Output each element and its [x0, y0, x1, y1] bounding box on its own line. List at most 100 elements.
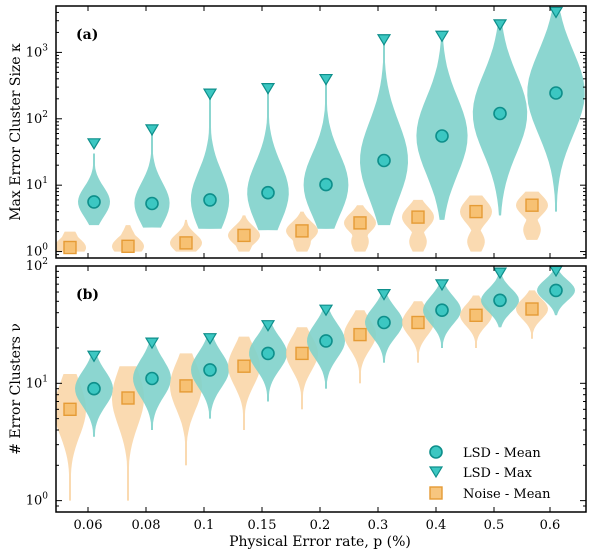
noise-mean-marker — [295, 346, 309, 361]
lsd-max-marker — [260, 320, 276, 332]
x-tick-label: 0.15 — [248, 518, 277, 533]
lsd-mean-marker — [203, 363, 217, 377]
lsd-violin — [360, 38, 408, 226]
lsd-mean-marker — [549, 86, 563, 100]
y-tick-label: 102 — [26, 257, 48, 274]
lsd-violin — [133, 340, 171, 430]
lsd-max-marker — [86, 138, 102, 150]
legend-label: Noise - Mean — [463, 487, 551, 502]
lsd-mean-marker — [145, 371, 159, 386]
noise-violin — [112, 366, 144, 501]
lsd-max-marker — [434, 30, 450, 43]
legend-marker-lsd-max — [428, 466, 444, 479]
panel-label: (a) — [76, 27, 98, 43]
noise-violin — [516, 191, 548, 240]
lsd-max-marker — [144, 337, 160, 350]
x-tick-label: 0.5 — [484, 518, 505, 533]
lsd-max-marker — [144, 124, 160, 137]
legend-label: LSD - Max — [463, 466, 533, 481]
lsd-max-marker — [548, 6, 564, 19]
noise-mean-marker — [179, 236, 193, 250]
lsd-mean-marker — [203, 193, 217, 207]
noise-mean-marker — [411, 315, 425, 330]
noise-mean-marker — [237, 228, 251, 243]
noise-mean-marker — [237, 359, 251, 373]
x-tick-label: 0.3 — [368, 518, 389, 533]
noise-mean-marker — [121, 391, 135, 405]
noise-mean-marker — [353, 327, 367, 342]
y-tick-label: 103 — [26, 43, 49, 60]
noise-mean-marker — [525, 198, 539, 212]
lsd-violin — [78, 153, 110, 226]
lsd-mean-marker — [377, 153, 391, 168]
lsd-mean-marker — [87, 195, 101, 209]
noise-violin — [112, 225, 144, 252]
panel-b: 100 101 102 0.06 0.08 0.1 0.15 0.2 0.3 0.4 0.5 0.6 (… — [8, 257, 587, 533]
lsd-mean-marker — [261, 185, 275, 200]
lsd-violin — [190, 93, 230, 229]
lsd-violin — [249, 322, 287, 402]
lsd-max-marker — [202, 88, 218, 101]
y-axis-label: Max Error Cluster Size κ — [8, 43, 24, 221]
x-axis-label: Physical Error rate, p (%) — [229, 534, 411, 550]
noise-mean-marker — [353, 216, 367, 230]
violins — [56, 12, 585, 252]
y-tick-label: 100 — [26, 243, 49, 260]
x-tick-label: 0.1 — [194, 518, 215, 533]
lsd-mean-marker — [493, 106, 507, 121]
lsd-max-marker — [434, 279, 450, 292]
y-tick-label: 102 — [26, 110, 48, 127]
lsd-mean-marker — [493, 293, 507, 308]
y-axis-label: # Error Clusters ν — [8, 323, 24, 455]
lsd-max-marker — [318, 73, 334, 86]
lsd-max-marker — [492, 19, 508, 32]
lsd-mean-marker — [87, 381, 101, 396]
noise-mean-marker — [525, 302, 539, 316]
lsd-violin — [307, 307, 345, 389]
legend-marker-noise-mean — [429, 486, 443, 500]
noise-mean-marker — [411, 210, 425, 224]
noise-mean-marker — [469, 204, 483, 219]
lsd-violin — [416, 35, 468, 220]
lsd-max-marker — [202, 333, 218, 345]
x-tick-label: 0.6 — [540, 518, 561, 533]
lsd-max-marker — [376, 289, 392, 301]
lsd-mean-marker — [549, 283, 563, 298]
lsd-max-marker — [260, 82, 276, 95]
lsd-violin — [303, 78, 349, 229]
lsd-mean-marker — [319, 334, 333, 348]
noise-violin — [460, 195, 492, 252]
x-tick-label: 0.2 — [310, 518, 331, 533]
noise-mean-marker — [295, 224, 309, 238]
panel-a: 100 101 102 103 (a) Max Error Cluster Size κ — [8, 5, 587, 260]
lsd-max-marker — [492, 267, 508, 280]
noise-mean-marker — [121, 239, 135, 254]
lsd-mean-marker — [435, 303, 449, 318]
x-tick-label: 0.06 — [74, 518, 103, 533]
lsd-max-marker — [318, 304, 334, 317]
lsd-mean-marker — [261, 346, 275, 361]
legend: LSD - Mean LSD - Max Noise - Mean — [428, 445, 551, 502]
noise-violin — [170, 353, 202, 466]
legend-marker-lsd-mean — [429, 445, 443, 459]
noise-mean-marker — [469, 308, 483, 322]
noise-mean-marker — [63, 402, 77, 416]
lsd-mean-marker — [435, 129, 449, 143]
noise-violin — [170, 219, 202, 252]
lsd-mean-marker — [377, 315, 391, 330]
plot-frame — [55, 5, 587, 259]
y-tick-label: 101 — [26, 176, 48, 193]
x-tick-label: 0.08 — [132, 518, 161, 533]
lsd-mean-marker — [319, 177, 333, 192]
panel-label: (b) — [76, 287, 99, 303]
x-tick-label: 0.4 — [426, 518, 447, 533]
legend-label: LSD - Mean — [463, 446, 541, 461]
lsd-mean-marker — [145, 196, 159, 211]
lsd-max-marker — [376, 34, 392, 46]
lsd-violin — [527, 12, 585, 212]
lsd-violin — [134, 129, 170, 228]
noise-mean-marker — [179, 379, 193, 393]
noise-mean-marker — [63, 240, 77, 255]
lsd-violin — [247, 87, 289, 231]
